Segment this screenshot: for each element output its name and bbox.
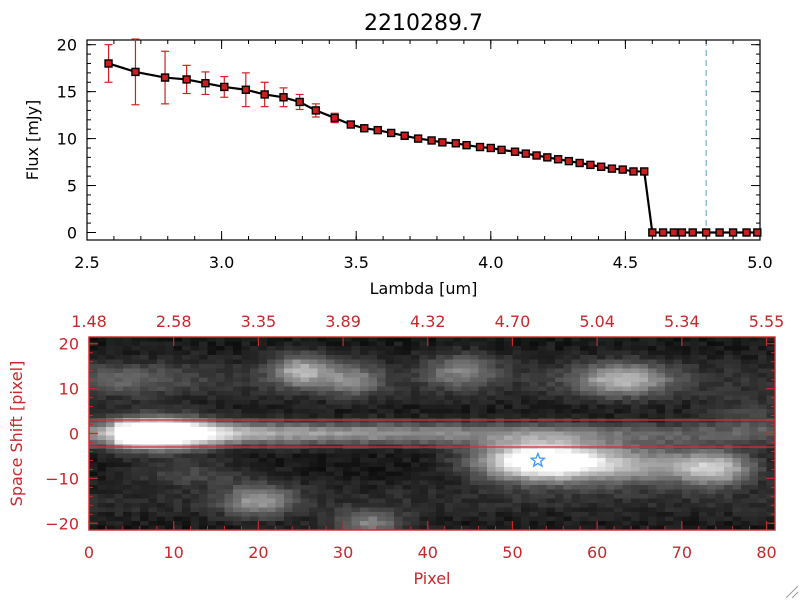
x-tick-label: 5.0 — [747, 253, 772, 272]
wavelength-tick-label: 2.58 — [156, 312, 192, 331]
y-tick-label: 15 — [57, 83, 77, 102]
y-axis-label: Flux [mJy] — [23, 100, 42, 181]
data-point — [607, 164, 617, 173]
data-point — [688, 228, 697, 237]
source-star-marker — [529, 451, 547, 468]
data-point — [521, 149, 530, 158]
data-point — [373, 125, 382, 135]
wavelength-tick-label: 3.89 — [325, 312, 361, 331]
wavelength-tick-label: 3.35 — [241, 312, 277, 331]
wavelength-tick-label: 5.55 — [749, 312, 785, 331]
x-tick-label: 4.0 — [478, 253, 503, 272]
space-shift-tick-label: 20 — [59, 335, 79, 354]
data-point — [669, 228, 679, 237]
wavelength-tick-label: 4.32 — [410, 312, 446, 331]
data-point — [742, 228, 751, 237]
data-point — [532, 151, 541, 160]
data-point — [564, 156, 574, 166]
pixel-tick-label: 60 — [587, 543, 607, 562]
data-point — [658, 228, 668, 237]
wavelength-tick-label: 4.70 — [495, 312, 531, 331]
data-point — [486, 143, 495, 153]
data-point — [648, 228, 657, 237]
data-point — [346, 120, 356, 129]
pixel-tick-label: 50 — [502, 543, 522, 562]
x-axis-label: Lambda [um] — [370, 279, 478, 298]
data-point — [475, 142, 485, 152]
data-point — [618, 165, 627, 174]
data-point — [462, 140, 471, 150]
pixel-tick-label: 30 — [333, 543, 353, 562]
data-point — [596, 162, 606, 171]
y-tick-label: 20 — [57, 36, 77, 55]
corner-grip — [791, 591, 799, 599]
top-plot-frame — [86, 39, 761, 241]
space-shift-tick-label: −20 — [45, 514, 79, 533]
data-point — [104, 59, 113, 68]
data-point — [182, 75, 191, 84]
data-point — [701, 228, 711, 237]
y-tick-label: 10 — [57, 130, 77, 149]
data-point — [160, 73, 170, 82]
data-point — [311, 106, 321, 115]
wavelength-tick-label: 5.04 — [579, 312, 615, 331]
data-point — [241, 85, 251, 94]
data-point — [438, 138, 447, 147]
data-point — [131, 67, 140, 77]
data-point — [400, 131, 409, 140]
pixel-tick-label: 80 — [756, 543, 776, 562]
spectrum-2d-image — [89, 337, 775, 530]
data-point — [386, 128, 396, 138]
data-point — [553, 155, 563, 164]
data-point — [260, 90, 269, 99]
wavelength-tick-label: 5.34 — [664, 312, 700, 331]
data-point — [575, 158, 584, 168]
y-tick-label: 0 — [67, 223, 77, 242]
y-tick-label: 5 — [67, 177, 77, 196]
data-point — [586, 160, 595, 170]
x-tick-label: 3.0 — [209, 253, 234, 272]
data-point — [360, 124, 369, 133]
pixel-axis-label: Pixel — [413, 569, 450, 588]
data-point — [330, 113, 339, 123]
data-point — [413, 134, 423, 143]
pixel-tick-label: 20 — [248, 543, 268, 562]
data-point — [715, 228, 724, 237]
space-shift-tick-label: 10 — [59, 380, 79, 399]
data-point — [201, 78, 210, 88]
space-shift-axis-label: Space Shift [pixel] — [7, 361, 26, 507]
data-point — [427, 136, 436, 145]
data-point — [640, 167, 649, 176]
corner-grip — [785, 585, 799, 599]
x-tick-label: 3.5 — [343, 253, 368, 272]
pixel-tick-label: 0 — [84, 543, 94, 562]
pixel-tick-label: 40 — [418, 543, 438, 562]
data-point — [510, 147, 520, 156]
space-shift-tick-label: −10 — [45, 469, 79, 488]
data-point — [279, 93, 288, 102]
data-point — [295, 97, 304, 107]
pixel-tick-label: 10 — [164, 543, 184, 562]
data-point — [543, 153, 552, 162]
data-point — [497, 145, 506, 155]
data-point — [753, 228, 762, 237]
wavelength-tick-label: 1.48 — [71, 312, 107, 331]
space-shift-tick-label: 0 — [69, 425, 79, 444]
data-point — [451, 139, 461, 148]
pixel-tick-label: 70 — [672, 543, 692, 562]
data-point — [220, 82, 229, 92]
chart-title: 2210289.7 — [364, 11, 483, 36]
x-tick-label: 2.5 — [74, 253, 99, 272]
data-point — [677, 228, 687, 237]
data-point — [728, 228, 738, 237]
data-point — [629, 167, 638, 176]
x-tick-label: 4.5 — [613, 253, 638, 272]
